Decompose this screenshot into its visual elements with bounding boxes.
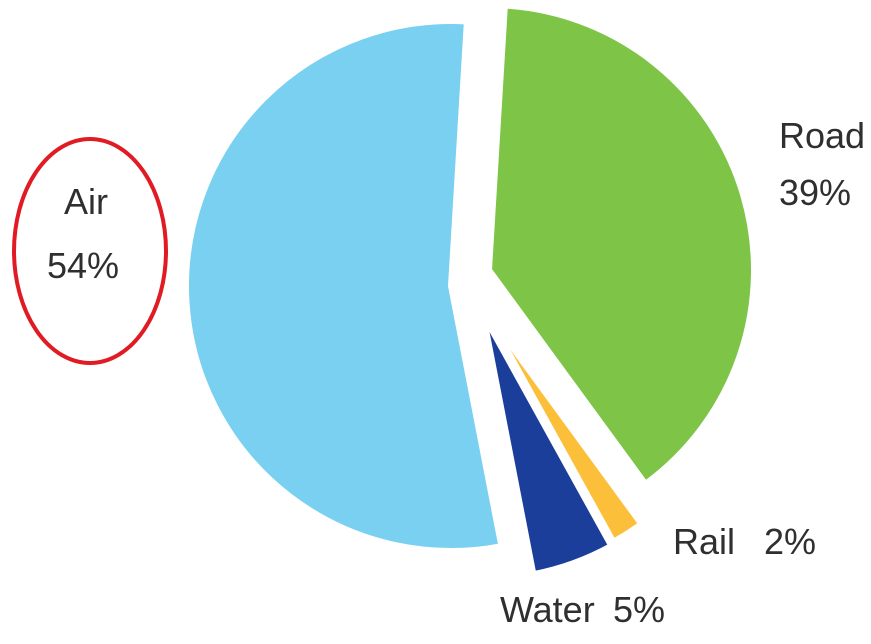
- slice-value-road: 39%: [779, 172, 851, 213]
- slices-layer: [183, 2, 757, 578]
- air-highlight-ellipse: [12, 137, 168, 365]
- pie-slice-rail: [482, 307, 645, 545]
- pie-slice-road: [486, 2, 757, 487]
- slice-label-rail: Rail: [673, 521, 735, 562]
- slice-label-road: Road: [779, 115, 865, 156]
- slice-value-rail: 2%: [764, 521, 816, 562]
- labels-layer: Road 39% Rail 2% Water 5% Air 54%: [47, 115, 865, 630]
- slice-label-water: Water: [500, 589, 595, 630]
- slice-value-water: 5%: [613, 589, 665, 630]
- slice-value-air: 54%: [47, 245, 119, 286]
- pie-slice-air: [183, 18, 505, 554]
- slice-label-air: Air: [64, 181, 108, 222]
- pie-slice-water: [480, 311, 615, 578]
